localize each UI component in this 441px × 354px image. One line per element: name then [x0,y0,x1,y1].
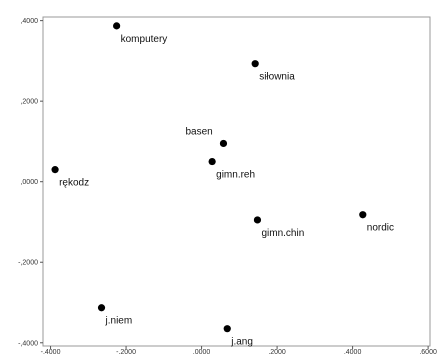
plot-frame [42,16,431,347]
y-tick-label: ,4000 [20,18,38,25]
data-point-siłownia [251,60,259,68]
y-tick-label: ,0000 [20,179,38,186]
data-points: komputery siłownia basen gimn.reh rękodz nord… [51,22,394,348]
data-point-label: j.niem [105,316,133,327]
data-point-gimn.reh [208,157,216,166]
x-tick-label: ,2000 [268,349,286,354]
data-point-label: gimn.chin [261,228,304,239]
x-tick-label: ,0000 [193,349,211,354]
y-axis: ,4000 ,2000 ,0000 -,2000 -,4000 [18,18,43,347]
data-point-label: basen [185,126,212,137]
x-tick-label: -,2000 [116,349,136,354]
data-point-label: siłownia [259,72,295,83]
data-point-j.niem [97,304,106,312]
y-tick-label: ,2000 [20,99,38,106]
data-point-label: gimn.reh [216,170,255,181]
x-axis: -,4000 -,2000 ,0000 ,2000 ,4000 ,6000 [41,346,437,354]
data-point-label: j.ang [230,337,253,348]
data-point-basen [219,139,228,148]
data-point-rękodz [51,166,59,174]
data-point-komputery [113,22,121,30]
x-tick-label: ,6000 [419,349,437,354]
x-tick-label: -,4000 [41,349,61,354]
data-point-label: komputery [121,34,168,45]
y-tick-label: -,4000 [18,340,38,347]
data-point-j.ang [223,325,231,333]
x-tick-label: ,4000 [344,349,362,354]
y-tick-label: -,2000 [18,260,38,267]
data-point-gimn.chin [253,216,262,224]
data-point-label: nordic [367,223,394,234]
data-point-nordic [359,211,367,219]
data-point-label: rękodz [59,178,89,189]
